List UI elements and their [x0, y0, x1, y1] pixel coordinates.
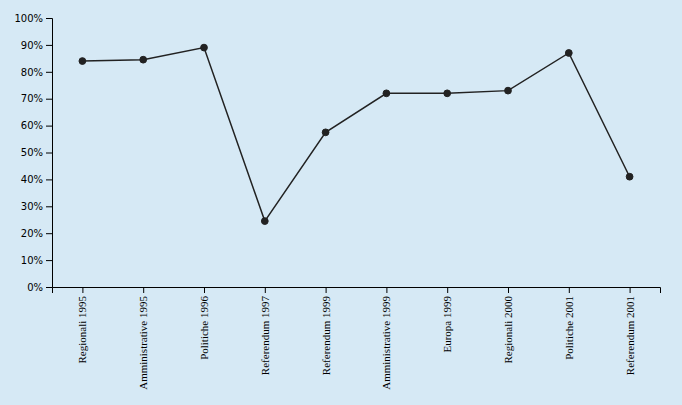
plot: 0% 10% 20% 30% 40% 50% 60% 70% 80% 90% 100% Regiona…	[14, 13, 660, 390]
y-tick-mark	[46, 260, 52, 261]
x-axis: Regionali 1995 Amministrative 1995 Politic…	[53, 287, 661, 390]
y-tick: 60%	[21, 120, 52, 131]
x-tick: Amministrative 1995	[137, 287, 149, 390]
x-tick-label: Referendum 2001	[624, 296, 636, 375]
point	[201, 44, 208, 51]
y-tick: 50%	[21, 147, 52, 158]
y-tick: 0%	[27, 282, 52, 293]
x-tick-mark	[326, 287, 327, 293]
y-tick-label: 90%	[21, 40, 43, 51]
x-tick: Politiche 2001	[563, 287, 575, 360]
y-tick: 40%	[21, 174, 52, 185]
x-tick-label: Amministrative 1999	[380, 296, 392, 390]
background	[0, 0, 682, 405]
y-axis-line	[46, 19, 53, 288]
y-tick-label: 20%	[21, 228, 43, 239]
y-tick-mark	[46, 153, 52, 154]
point	[79, 58, 86, 65]
y-tick-mark	[46, 72, 52, 73]
y-tick: 10%	[21, 255, 52, 266]
y-tick: 70%	[21, 93, 52, 104]
x-tick-label: Politiche 2001	[563, 296, 575, 360]
x-tick-label: Referendum 1999	[320, 296, 332, 376]
y-tick-label: 80%	[21, 67, 43, 78]
x-tick: Referendum 1999	[320, 287, 332, 375]
x-tick-mark	[386, 287, 387, 293]
x-tick-label: Amministrative 1995	[137, 296, 149, 390]
x-tick-label: Regionali 2000	[502, 296, 514, 364]
x-tick-mark	[447, 287, 448, 293]
y-tick-label: 70%	[21, 93, 43, 104]
x-tick: Europa 1999	[441, 287, 453, 353]
point	[565, 50, 572, 57]
y-tick-mark	[46, 99, 52, 100]
point	[626, 173, 633, 180]
x-tick-mark	[569, 287, 570, 293]
x-tick: Amministrative 1999	[380, 287, 392, 390]
x-axis-line	[53, 288, 661, 294]
x-tick: Referendum 2001	[624, 287, 636, 375]
point	[140, 56, 147, 63]
x-tick: Regionali 2000	[502, 287, 514, 364]
x-tick-label: Politiche 1996	[198, 296, 210, 360]
y-tick-label: 100%	[14, 13, 43, 24]
chart: 0% 10% 20% 30% 40% 50% 60% 70% 80% 90% 100% Regiona…	[0, 0, 682, 405]
y-tick-mark	[46, 233, 52, 234]
x-tick-label: Referendum 1997	[259, 296, 271, 376]
y-tick-label: 30%	[21, 201, 43, 212]
x-tick-mark	[204, 287, 205, 293]
y-tick-label: 50%	[21, 147, 43, 158]
point	[383, 90, 390, 97]
y-tick-label: 60%	[21, 120, 43, 131]
y-tick-label: 10%	[21, 255, 43, 266]
y-tick-mark	[46, 287, 52, 288]
y-tick-mark	[46, 18, 52, 19]
x-tick-mark	[630, 287, 631, 293]
point	[322, 129, 329, 136]
y-axis: 0% 10% 20% 30% 40% 50% 60% 70% 80% 90% 100%	[14, 13, 52, 293]
x-tick: Regionali 1995	[76, 287, 88, 364]
point	[444, 90, 451, 97]
y-tick: 80%	[21, 67, 52, 78]
line	[82, 48, 629, 222]
y-tick: 90%	[21, 40, 52, 51]
x-tick-mark	[143, 287, 144, 293]
y-tick-mark	[46, 45, 52, 46]
y-tick-mark	[46, 206, 52, 207]
x-tick-label: Europa 1999	[441, 296, 453, 353]
point	[505, 87, 512, 94]
point	[261, 218, 268, 225]
y-tick: 20%	[21, 228, 52, 239]
y-tick: 100%	[14, 13, 52, 24]
x-tick-mark	[508, 287, 509, 293]
y-tick-label: 40%	[21, 174, 43, 185]
y-tick-mark	[46, 179, 52, 180]
x-tick: Politiche 1996	[198, 287, 210, 360]
y-tick: 30%	[21, 201, 52, 212]
x-tick-mark	[82, 287, 83, 293]
y-tick-mark	[46, 126, 52, 127]
marks	[79, 44, 633, 224]
x-tick-label: Regionali 1995	[76, 296, 88, 364]
y-tick-label: 0%	[27, 282, 43, 293]
x-tick-mark	[265, 287, 266, 293]
x-tick: Referendum 1997	[259, 287, 271, 375]
